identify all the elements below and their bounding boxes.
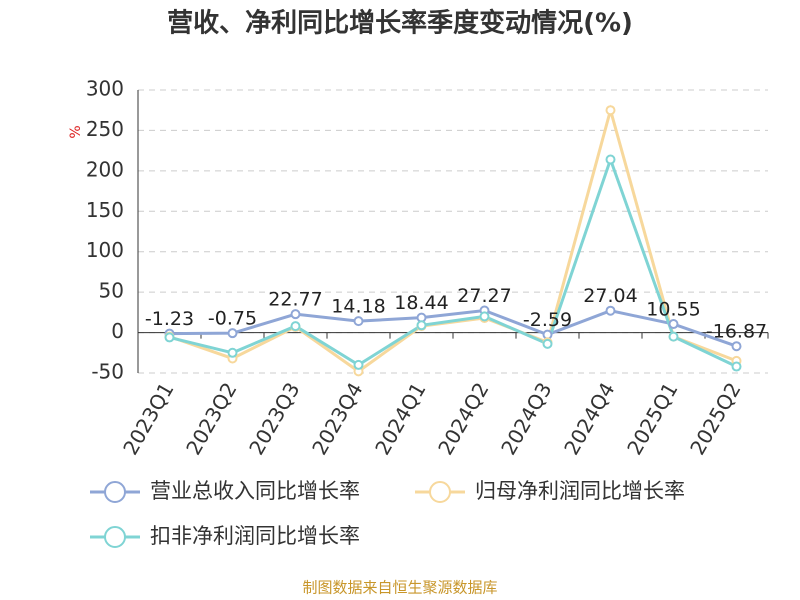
x-tick-label: 2024Q4: [559, 378, 619, 459]
x-tick-label: 2023Q2: [181, 378, 241, 459]
data-point: [731, 361, 742, 372]
series-line: [169, 154, 738, 368]
x-tick-label: 2024Q3: [496, 378, 556, 459]
series-line: [169, 308, 737, 348]
data-point: [353, 359, 364, 370]
y-tick-label: -50: [91, 360, 124, 384]
data-point: [605, 154, 616, 165]
legend-marker: [429, 481, 451, 503]
x-tick-label: 2023Q1: [118, 378, 178, 459]
legend-marker: [104, 481, 126, 503]
y-tick-label: 300: [86, 77, 124, 101]
legend-label: 归母净利润同比增长率: [475, 479, 685, 503]
data-point: [290, 309, 301, 320]
data-label: 27.27: [457, 285, 511, 307]
data-point: [479, 311, 490, 322]
data-label: 14.18: [331, 296, 385, 318]
data-point: [227, 328, 238, 339]
data-point: [731, 341, 742, 352]
legend-label: 扣非净利润同比增长率: [150, 524, 360, 548]
data-label: -0.75: [208, 308, 257, 330]
data-label: -16.87: [706, 321, 767, 343]
data-point: [605, 305, 616, 316]
legend-label: 营业总收入同比增长率: [150, 479, 360, 503]
y-tick-label: 100: [86, 238, 124, 262]
data-point: [605, 105, 616, 116]
data-point: [668, 331, 679, 342]
data-label: -2.59: [523, 309, 572, 331]
data-point: [227, 347, 238, 358]
data-point: [290, 321, 301, 332]
data-point: [668, 319, 679, 330]
data-label: 10.55: [646, 299, 700, 321]
data-label: -1.23: [145, 308, 194, 330]
legend-marker: [104, 526, 126, 548]
chart-title: 营收、净利同比增长率季度变动情况(%): [167, 8, 633, 39]
data-point: [542, 338, 553, 349]
x-tick-label: 2025Q2: [685, 378, 745, 459]
data-label: 27.04: [583, 285, 637, 307]
data-point: [164, 332, 175, 343]
data-label: 18.44: [394, 292, 448, 314]
x-tick-label: 2023Q3: [244, 378, 304, 459]
y-tick-label: 150: [86, 198, 124, 222]
y-tick-label: 250: [86, 117, 124, 141]
data-point: [353, 316, 364, 327]
y-tick-label: 50: [99, 279, 124, 303]
x-tick-label: 2024Q1: [370, 378, 430, 459]
y-unit: %: [68, 125, 84, 138]
y-tick-label: 0: [111, 319, 124, 343]
data-label: 22.77: [268, 289, 322, 311]
x-tick-label: 2025Q1: [622, 378, 682, 459]
source-note: 制图数据来自恒生聚源数据库: [302, 579, 497, 597]
x-tick-label: 2023Q4: [307, 378, 367, 459]
x-tick-label: 2024Q2: [433, 378, 493, 459]
data-point: [416, 320, 427, 331]
y-tick-label: 200: [86, 157, 124, 181]
